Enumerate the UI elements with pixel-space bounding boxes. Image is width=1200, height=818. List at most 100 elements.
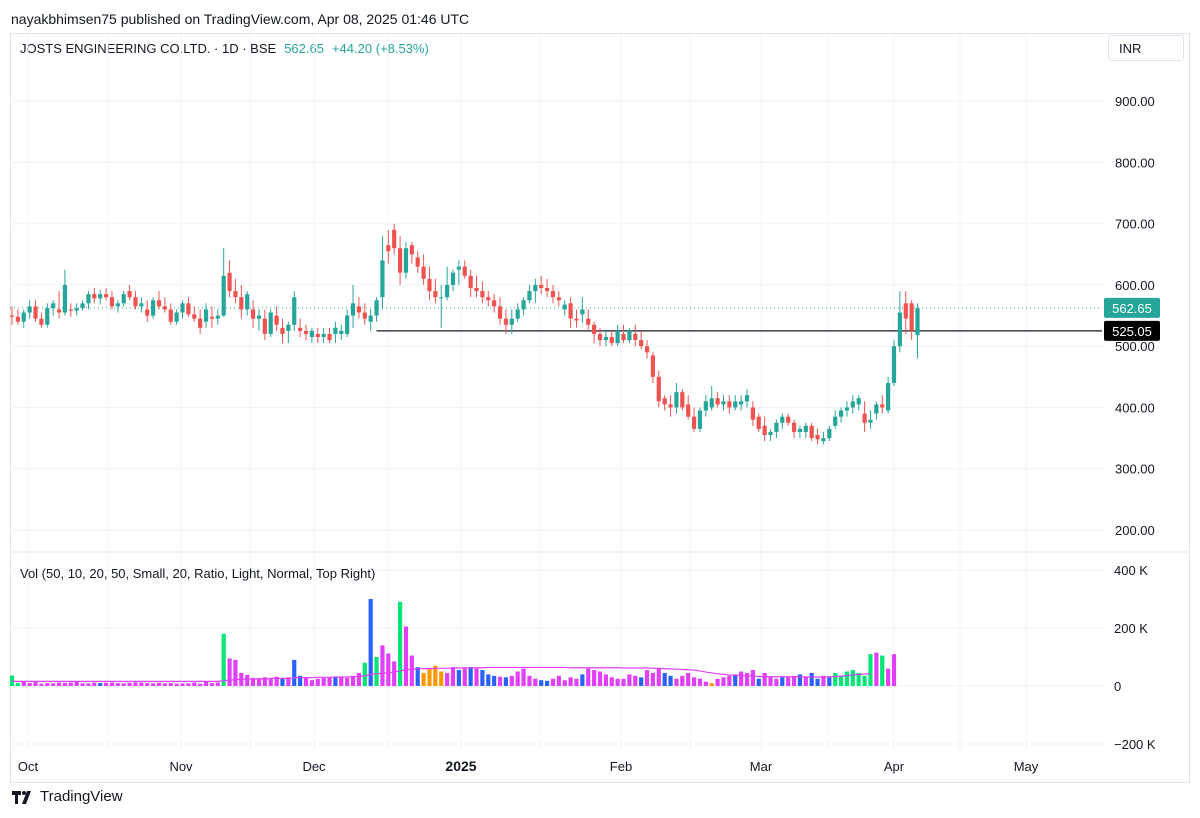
- candle-body: [303, 330, 309, 334]
- last-price-tag-label: 562.65: [1112, 301, 1152, 316]
- volume-bar: [521, 668, 526, 686]
- volume-bar: [45, 683, 50, 686]
- chart-frame: [10, 33, 1190, 783]
- level-price-tag-label: 525.05: [1112, 324, 1152, 339]
- volume-bar: [380, 645, 385, 686]
- volume-bar: [703, 681, 708, 686]
- candle-body: [515, 309, 520, 319]
- grid-lines: [10, 34, 1190, 752]
- volume-bar: [580, 674, 585, 686]
- volume-bar: [515, 671, 520, 686]
- volume-bar: [62, 682, 68, 686]
- candle-body: [486, 297, 491, 301]
- volume-bar: [756, 678, 761, 686]
- volume-legend: Vol (50, 10, 20, 50, Small, 20, Ratio, L…: [20, 566, 376, 581]
- volume-bar: [574, 678, 579, 686]
- volume-axis: 400 K 200 K 0 −200 K: [1114, 563, 1156, 752]
- candle-body: [838, 410, 844, 417]
- volume-bar: [886, 668, 891, 686]
- candle-body: [909, 303, 914, 331]
- volume-bar: [403, 626, 409, 686]
- candle-body: [768, 431, 773, 436]
- candle-body: [174, 312, 179, 322]
- volume-bars: [9, 599, 897, 686]
- candle-body: [239, 297, 244, 310]
- candle-body: [668, 404, 673, 408]
- volume-bar: [492, 675, 497, 686]
- volume-bar: [227, 658, 232, 686]
- candle-body: [339, 330, 344, 334]
- volume-bar: [215, 682, 220, 686]
- volume-bar: [827, 677, 832, 686]
- volume-bar: [397, 601, 403, 686]
- volume-bar: [850, 670, 855, 686]
- volume-bar: [874, 652, 879, 686]
- candle-body: [915, 308, 920, 336]
- candle-body: [92, 294, 97, 299]
- volume-bar: [880, 655, 885, 686]
- volume-bar: [162, 683, 167, 686]
- candle-body: [215, 315, 220, 319]
- candle-body: [686, 404, 691, 417]
- candle-body: [492, 300, 497, 307]
- volume-bar: [221, 633, 226, 686]
- volume-bar: [768, 677, 773, 686]
- candle-body: [862, 413, 867, 423]
- time-tick-label: Nov: [169, 759, 193, 774]
- candle-body: [250, 309, 256, 319]
- volume-bar: [744, 672, 750, 686]
- volume-bar: [15, 683, 20, 686]
- volume-bar: [862, 675, 867, 686]
- candle-body: [891, 346, 897, 383]
- currency-button[interactable]: INR: [1108, 35, 1184, 61]
- tradingview-brand: TradingView: [40, 788, 123, 805]
- volume-tick-label: 0: [1114, 679, 1121, 694]
- volume-bar: [339, 677, 344, 686]
- volume-bar: [603, 674, 608, 686]
- candle-body: [550, 291, 556, 298]
- candle-body: [21, 312, 26, 322]
- candle-body: [644, 346, 650, 353]
- price-change: +44.20 (+8.53%): [331, 41, 429, 56]
- volume-bar: [621, 678, 626, 686]
- price-tick-label: 700.00: [1115, 217, 1155, 232]
- candle-body: [421, 266, 426, 279]
- candle-body: [309, 330, 314, 338]
- candle-body: [691, 416, 697, 429]
- volume-bar: [733, 674, 738, 686]
- candle-body: [474, 288, 479, 292]
- volume-bar: [644, 670, 650, 686]
- volume-bar: [327, 677, 332, 686]
- volume-bar: [374, 657, 379, 686]
- candle-body: [615, 330, 620, 344]
- volume-bar: [727, 675, 732, 686]
- candle-body: [580, 309, 585, 315]
- volume-bar: [56, 682, 62, 686]
- candle-body: [586, 318, 591, 325]
- candle-body: [139, 303, 144, 307]
- level-price-tag: 525.05: [1104, 320, 1160, 341]
- level-price-tag-bg: [1104, 320, 1160, 341]
- volume-bar: [27, 683, 32, 686]
- candle-body: [556, 297, 561, 301]
- volume-bar: [33, 681, 38, 686]
- time-tick-label: May: [1014, 759, 1039, 774]
- candle-body: [780, 416, 785, 423]
- candle-body: [733, 401, 738, 408]
- candle-body: [186, 303, 191, 315]
- candle-body: [462, 266, 467, 276]
- candle-body: [544, 288, 550, 292]
- candle-body: [533, 284, 538, 292]
- candle-body: [409, 245, 414, 255]
- candle-body: [815, 435, 820, 440]
- tradingview-logo-icon: [12, 790, 31, 804]
- volume-bar: [662, 672, 667, 686]
- candle-body: [51, 303, 56, 309]
- candle-body: [762, 425, 767, 436]
- volume-bar: [527, 675, 532, 686]
- volume-tick-label: 200 K: [1114, 621, 1148, 636]
- price-tick-label: 600.00: [1115, 278, 1155, 293]
- volume-bar: [750, 670, 755, 686]
- volume-bar: [786, 677, 791, 686]
